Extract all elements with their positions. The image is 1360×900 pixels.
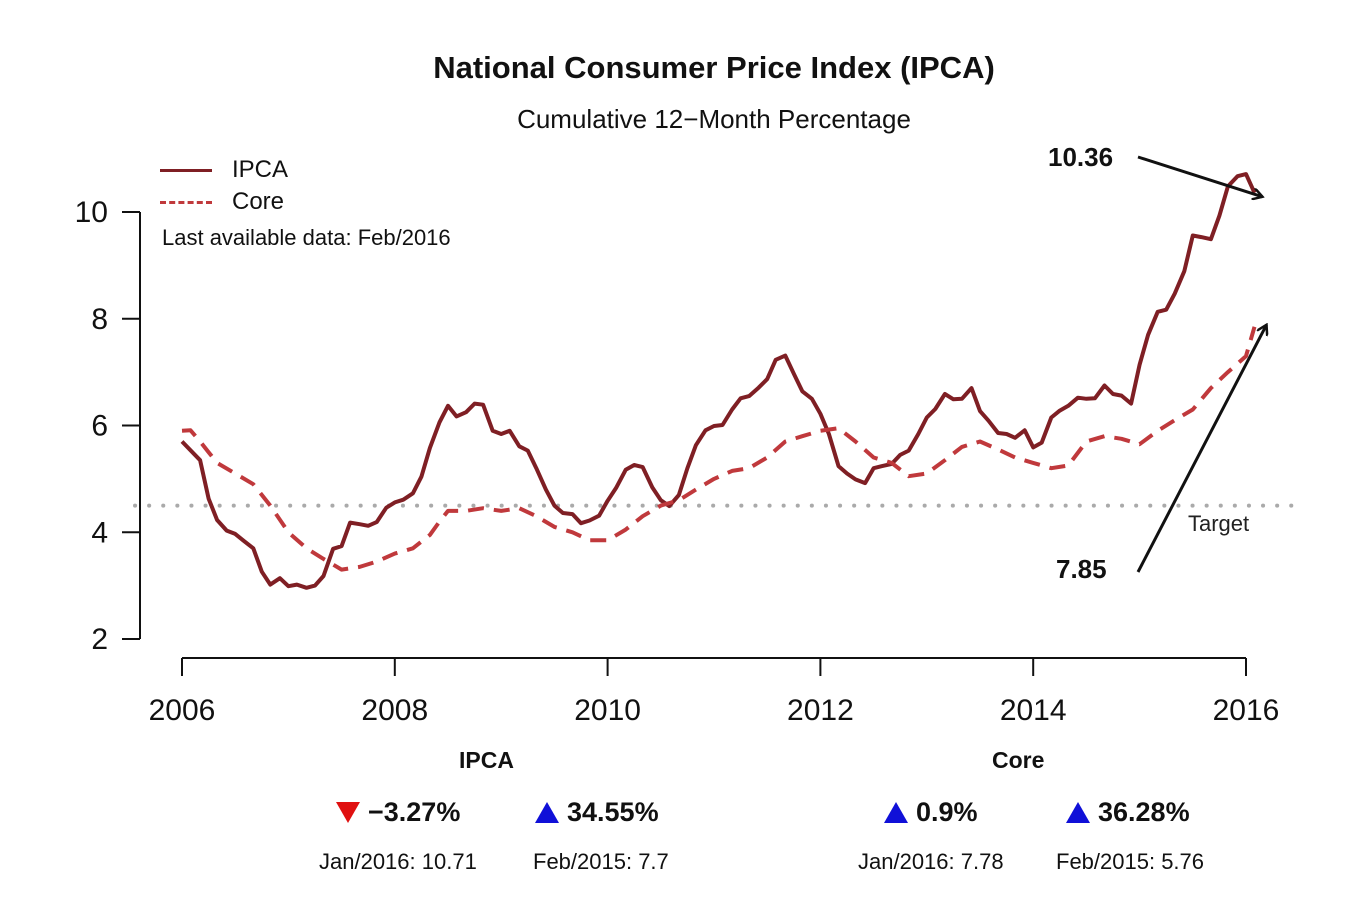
series-line-ipca [180, 172, 1257, 590]
legend-item-ipca: IPCA [160, 154, 288, 186]
x-tick-label: 2008 [361, 694, 428, 727]
legend: IPCA Core [160, 154, 288, 218]
annotation-arrow-core [1136, 325, 1267, 573]
ipca-yearly-change-value: 34.55% [567, 797, 659, 827]
ipca-monthly-change-value: −3.27% [368, 797, 461, 827]
legend-label-core: Core [232, 188, 285, 215]
stats-heading-ipca: IPCA [459, 747, 514, 773]
target-label: Target [1188, 511, 1250, 536]
annotation-arrow-ipca [1137, 155, 1263, 197]
y-tick-label: 2 [91, 623, 108, 656]
up-triangle-icon [884, 802, 908, 823]
legend-label-ipca: IPCA [232, 156, 289, 183]
x-tick-label: 2010 [574, 694, 641, 727]
legend-item-core: Core [160, 186, 288, 218]
down-triangle-icon [336, 802, 360, 823]
chart-title: National Consumer Price Index (IPCA) [433, 50, 995, 85]
series-line-core [181, 326, 1257, 572]
x-tick-label: 2006 [149, 694, 216, 727]
ipca-yearly-change: 34.55% [535, 797, 659, 828]
ipca-monthly-ref: Jan/2016: 10.71 [319, 849, 477, 874]
ipca-yearly-ref: Feb/2015: 7.7 [533, 849, 669, 874]
up-triangle-icon [535, 802, 559, 823]
annotation-core-last: 7.85 [1056, 554, 1107, 584]
y-tick-label: 4 [91, 516, 108, 549]
y-tick-label: 10 [75, 196, 108, 229]
last-data-note: Last available data: Feb/2016 [162, 225, 451, 250]
chart-subtitle: Cumulative 12−Month Percentage [517, 104, 911, 134]
y-tick-label: 8 [91, 303, 108, 336]
x-tick-label: 2014 [1000, 694, 1067, 727]
stats-heading-core: Core [992, 747, 1045, 773]
x-tick-label: 2016 [1213, 694, 1280, 727]
ipca-monthly-change: −3.27% [336, 797, 460, 828]
annotation-ipca-last: 10.36 [1048, 142, 1114, 172]
up-triangle-icon [1066, 802, 1090, 823]
core-yearly-change-value: 36.28% [1098, 797, 1190, 827]
legend-swatch-ipca [160, 168, 212, 172]
core-yearly-change: 36.28% [1066, 797, 1190, 828]
x-tick-label: 2012 [787, 694, 854, 727]
core-monthly-ref: Jan/2016: 7.78 [858, 849, 1004, 874]
core-monthly-change: 0.9% [884, 797, 978, 828]
legend-swatch-core [160, 200, 212, 204]
y-tick-label: 6 [91, 410, 108, 443]
core-yearly-ref: Feb/2015: 5.76 [1056, 849, 1205, 874]
core-monthly-change-value: 0.9% [916, 797, 978, 827]
